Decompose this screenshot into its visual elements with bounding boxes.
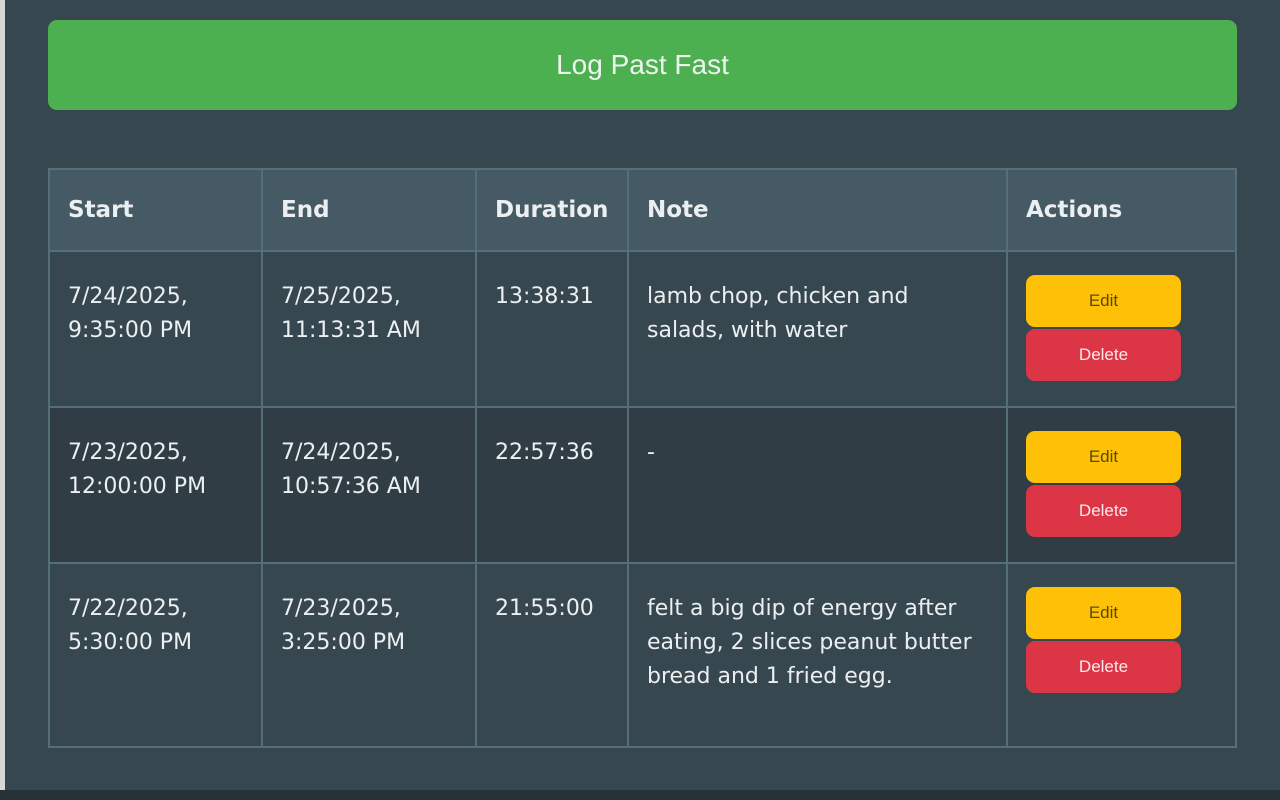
start-cell: 7/23/2025, 12:00:00 PM bbox=[48, 406, 263, 564]
end-cell: 7/24/2025, 10:57:36 AM bbox=[261, 406, 477, 564]
delete-button[interactable]: Delete bbox=[1026, 329, 1181, 381]
start-cell: 7/22/2025, 5:30:00 PM bbox=[48, 562, 263, 748]
header-start: Start bbox=[48, 168, 263, 252]
edit-button[interactable]: Edit bbox=[1026, 587, 1181, 639]
header-actions: Actions bbox=[1006, 168, 1237, 252]
note-cell: lamb chop, chicken and salads, with wate… bbox=[627, 250, 1008, 408]
actions-cell: Edit Delete bbox=[1006, 406, 1237, 564]
note-cell: felt a big dip of energy after eating, 2… bbox=[627, 562, 1008, 748]
delete-button[interactable]: Delete bbox=[1026, 641, 1181, 693]
header-duration: Duration bbox=[475, 168, 629, 252]
actions-cell: Edit Delete bbox=[1006, 562, 1237, 748]
duration-cell: 13:38:31 bbox=[475, 250, 629, 408]
edit-button[interactable]: Edit bbox=[1026, 431, 1181, 483]
bottom-bar bbox=[0, 790, 1280, 800]
table-header-row: Start End Duration Note Actions bbox=[48, 168, 1237, 252]
end-cell: 7/25/2025, 11:13:31 AM bbox=[261, 250, 477, 408]
table-row: 7/22/2025, 5:30:00 PM 7/23/2025, 3:25:00… bbox=[48, 562, 1237, 748]
table-row: 7/24/2025, 9:35:00 PM 7/25/2025, 11:13:3… bbox=[48, 250, 1237, 408]
window-edge bbox=[0, 0, 5, 800]
end-cell: 7/23/2025, 3:25:00 PM bbox=[261, 562, 477, 748]
duration-cell: 22:57:36 bbox=[475, 406, 629, 564]
edit-button[interactable]: Edit bbox=[1026, 275, 1181, 327]
header-note: Note bbox=[627, 168, 1008, 252]
duration-cell: 21:55:00 bbox=[475, 562, 629, 748]
fasts-table: Start End Duration Note Actions 7/24/202… bbox=[48, 168, 1237, 748]
log-past-fast-button[interactable]: Log Past Fast bbox=[48, 20, 1237, 110]
note-cell: - bbox=[627, 406, 1008, 564]
header-end: End bbox=[261, 168, 477, 252]
table-row: 7/23/2025, 12:00:00 PM 7/24/2025, 10:57:… bbox=[48, 406, 1237, 564]
actions-cell: Edit Delete bbox=[1006, 250, 1237, 408]
start-cell: 7/24/2025, 9:35:00 PM bbox=[48, 250, 263, 408]
delete-button[interactable]: Delete bbox=[1026, 485, 1181, 537]
